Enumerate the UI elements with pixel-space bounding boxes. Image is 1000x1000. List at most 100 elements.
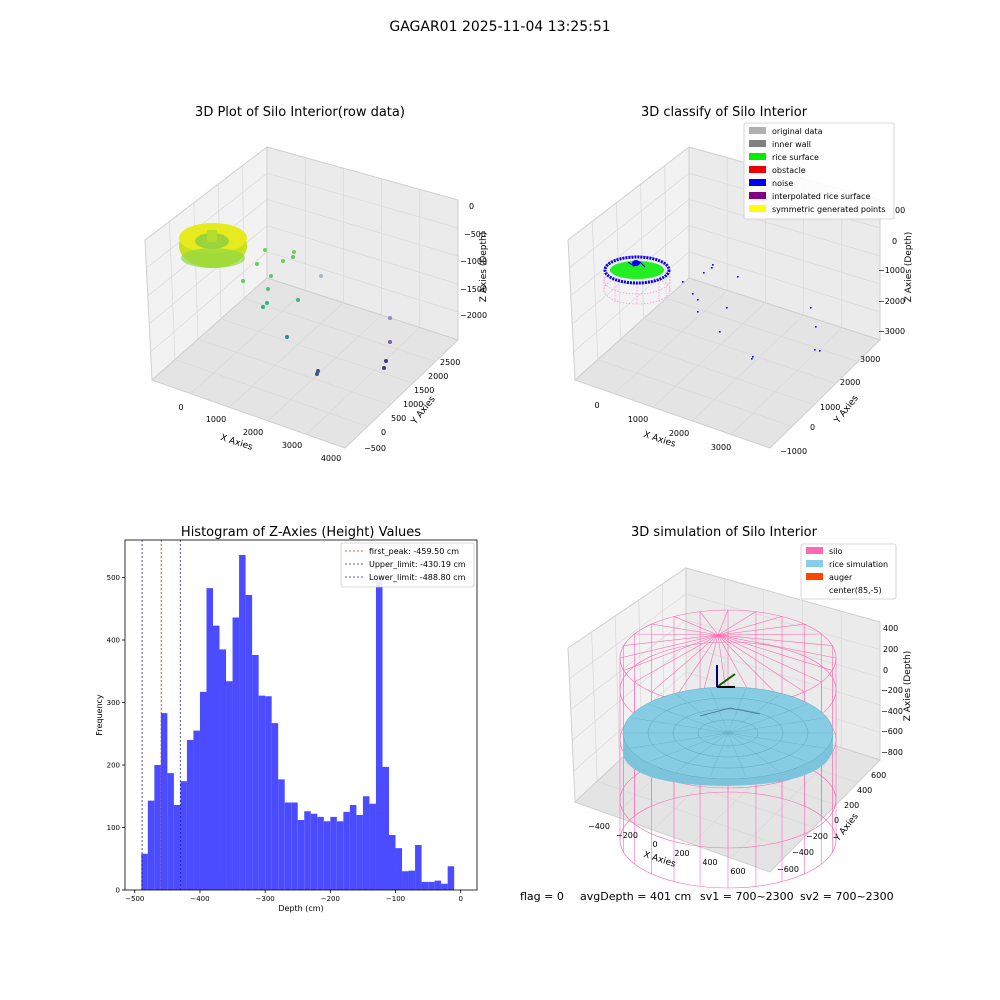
classify-x-tick-label: 3000 [711,443,731,452]
histogram-bar [369,803,376,890]
simulation-z-tick-label: 200 [883,645,898,654]
classify-y-tick-label: 0 [810,423,815,432]
classify-y-tick-label: 3000 [860,355,880,364]
raw-scatter-point [261,305,265,309]
histogram-bar [330,816,337,890]
classify-legend-label: inner wall [772,140,811,149]
rice-mesh-spoke [727,693,781,734]
raw-scatter-point [281,259,285,263]
rice-mesh-spoke [709,732,729,778]
simulation-y-tick-label: 200 [844,801,859,810]
sv1-status: sv1 = 700~2300 [700,890,794,903]
raw-x-tick-label: 2000 [243,428,263,437]
histogram-bar [154,765,161,890]
histogram-legend-label: first_peak: -459.50 cm [369,547,459,556]
raw-panel-title: 3D Plot of Silo Interior(row data) [195,105,405,120]
histogram-bar [239,555,246,890]
pane-gridline [266,251,459,313]
classify-y-tick-label: −1000 [780,447,807,456]
classify-z-tick-label: −1000 [878,266,905,275]
histogram-bar [213,625,220,890]
simulation-legend-label: auger [829,573,853,582]
raw-x-tick-label: 0 [178,403,183,412]
classify-legend-swatch [749,205,766,212]
simulation-y-tick-label: −400 [792,848,814,857]
raw-scatter-point [384,359,388,363]
pane-gridline [150,251,268,353]
simulation-legend-swatch [806,586,823,593]
rice-mesh-spoke [727,717,826,734]
raw-scatter-point [263,248,267,252]
pane-gridline [570,199,690,297]
classify-floor-pane [574,277,881,449]
classify-legend-label: symmetric generated points [772,205,885,214]
classify-noise-point [697,311,699,313]
classify-panel: 3D classify of Silo Interior original da… [567,105,914,456]
raw-z-tick-label: −500 [464,230,486,239]
simulation-y-ticks: −600 −400 −200 0 200 400 600 [777,771,886,874]
histogram-bar [245,595,253,890]
histogram-bar [167,773,174,890]
simulation-legend-swatch [806,560,823,567]
pane-gridline [570,619,687,710]
silo-roof-spoke [717,634,833,671]
simulation-x-tick-label: 0 [652,840,657,849]
histogram-y-tick-label: 500 [107,574,120,582]
simulation-y-tick-label: −200 [806,832,828,841]
histogram-legend-frame [340,542,475,588]
raw-scatter-point [296,298,300,302]
raw-y-tick-label: 2000 [428,372,448,381]
histogram-bar [160,713,168,890]
histogram-x-tick-label: 0 [458,895,462,903]
silo-roof-spoke [717,611,757,636]
classify-noise-point [697,299,699,301]
histogram-bar [447,866,455,890]
histogram-y-tick-label: 100 [107,824,120,832]
raw-y-tick-label: 0 [381,428,386,437]
rice-mesh-spoke [648,703,729,734]
histogram-bar [336,821,344,890]
classify-legend-label: obstacle [772,166,806,175]
silo-roof-spoke [673,616,719,636]
simulation-panel-title: 3D simulation of Silo Interior [631,525,818,540]
simulation-y-tick-label: −600 [777,865,799,874]
pane-gridline [169,221,176,360]
pane-gridline [243,298,436,362]
classify-noise-point [815,326,817,328]
raw-z-tick-label: −1000 [460,257,487,266]
classify-noise-point [737,276,739,278]
classify-noise-point [712,264,714,266]
raw-y-tick-label: 1000 [403,400,423,409]
simulation-x-tick-label: −200 [616,831,638,840]
histogram-bar [141,853,148,890]
pane-gridline [688,251,881,313]
pane-gridline [174,359,368,427]
avg-depth-status: avgDepth = 401 cm [580,890,691,903]
pane-gridline [148,225,268,325]
classify-noise-point [726,307,728,309]
classify-legend-swatch [749,166,766,173]
classify-legend-frame [743,122,895,220]
histogram-bar [173,805,181,890]
figure-title: GAGAR01 2025-11-04 13:25:51 [389,19,610,35]
classify-noise-point [692,293,694,295]
pane-gridline [228,302,344,408]
rice-mesh-spoke [727,732,747,778]
classify-legend-label: noise [772,179,793,188]
simulation-legend-swatch [806,547,823,554]
classify-noise-points [682,264,821,360]
raw-scatter-point [319,274,323,278]
pane-gridline [597,780,793,850]
histogram-bar [434,880,442,890]
histogram-y-ticks: 0 100 200 300 400 500 [107,574,125,895]
silo-roof-spoke [717,623,805,636]
classify-x-tick-label: 0 [594,401,599,410]
silo-roof-spoke [623,634,719,671]
raw-scatter-point [285,335,289,339]
pane-gridline [643,318,837,384]
histogram-bar [421,881,429,890]
silo-roof-spoke [623,634,719,646]
simulation-legend-swatch [806,573,823,580]
histogram-x-tick-label: −200 [321,895,340,903]
pane-gridline [614,615,620,761]
